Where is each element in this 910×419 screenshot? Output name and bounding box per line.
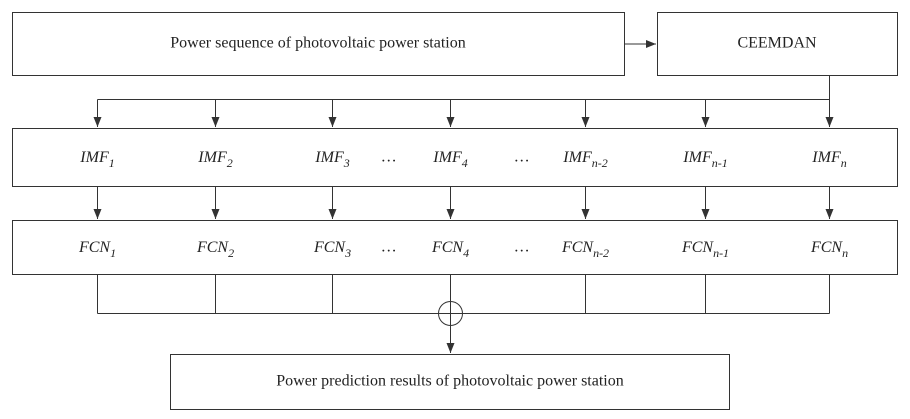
imf-label: IMF4 (432, 149, 467, 170)
fcn-label: FCN1 (78, 239, 116, 260)
imf-sub: 3 (343, 156, 350, 170)
imf-base: IMF (682, 149, 712, 166)
fcn-base: FCN (196, 239, 229, 256)
imf-label: IMFn-1 (682, 149, 727, 170)
imf-base: IMF (432, 149, 462, 166)
fcn-sub: 3 (344, 246, 351, 260)
fcn-sub: n (842, 246, 848, 260)
input-box (12, 12, 625, 76)
fcn-base: FCN (681, 239, 714, 256)
fcn-base: FCN (561, 239, 594, 256)
imf-sub: n-1 (712, 156, 728, 170)
fcn-label: FCNn-2 (561, 239, 609, 260)
ceemdan-label: CEEMDAN (737, 35, 817, 52)
imf-base: IMF (314, 149, 344, 166)
imf-base: IMF (79, 149, 109, 166)
connector (97, 76, 830, 100)
ellipsis: … (382, 239, 396, 256)
ellipsis: … (382, 149, 396, 166)
fcn-base: FCN (78, 239, 111, 256)
imf-sub: 2 (227, 156, 233, 170)
ellipsis: … (515, 149, 529, 166)
imf-sub: n (841, 156, 847, 170)
imf-box (12, 128, 898, 187)
fcn-label: FCNn-1 (681, 239, 729, 260)
imf-label: IMF3 (314, 149, 349, 170)
imf-label: IMF2 (197, 149, 232, 170)
imf-label: IMFn (811, 149, 846, 170)
imf-sub: 1 (109, 156, 115, 170)
fcn-sub: 1 (110, 246, 116, 260)
fcn-base: FCN (313, 239, 346, 256)
fcn-label: FCN4 (431, 239, 469, 260)
output-box (170, 354, 730, 410)
input-label: Power sequence of photovoltaic power sta… (170, 35, 465, 52)
fcn-label: FCNn (810, 239, 848, 260)
imf-base: IMF (197, 149, 227, 166)
fcn-label: FCN2 (196, 239, 234, 260)
fcn-base: FCN (810, 239, 843, 256)
imf-label: IMFn-2 (562, 149, 607, 170)
fcn-box (12, 220, 898, 275)
imf-sub: 4 (462, 156, 468, 170)
output-label: Power prediction results of photovoltaic… (276, 373, 623, 390)
imf-label: IMF1 (79, 149, 114, 170)
ceemdan-box (657, 12, 898, 76)
fcn-sub: n-2 (593, 246, 609, 260)
fcn-sub: 2 (228, 246, 234, 260)
imf-sub: n-2 (592, 156, 608, 170)
ellipsis: … (515, 239, 529, 256)
fcn-base: FCN (431, 239, 464, 256)
fcn-label: FCN3 (313, 239, 351, 260)
fcn-sub: 4 (463, 246, 469, 260)
imf-base: IMF (562, 149, 592, 166)
fcn-sub: n-1 (713, 246, 729, 260)
imf-base: IMF (811, 149, 841, 166)
